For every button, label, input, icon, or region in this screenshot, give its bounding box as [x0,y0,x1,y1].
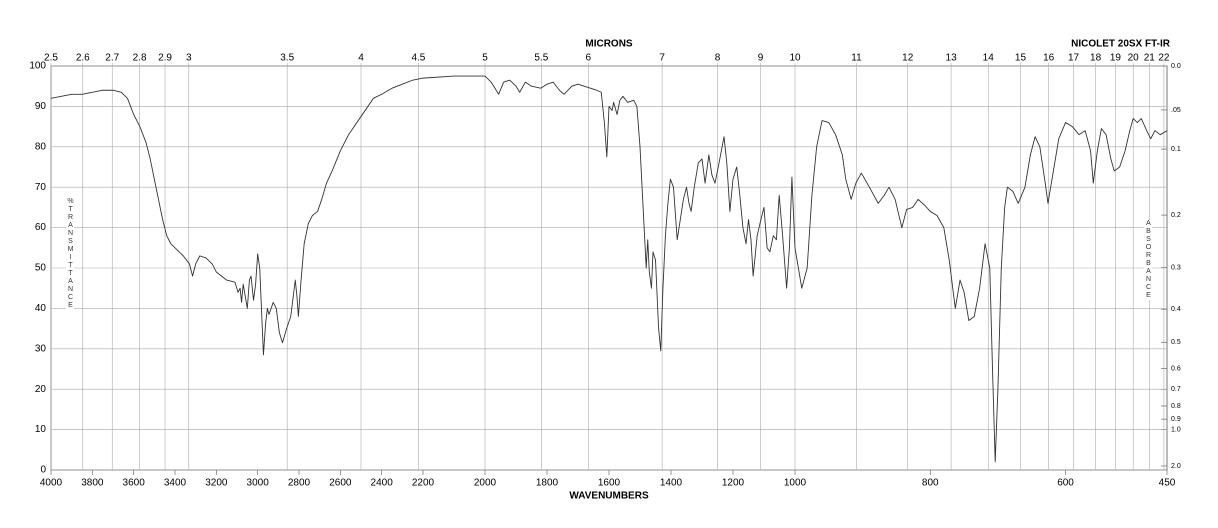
x2-tick-label: 16 [1043,53,1055,64]
x-tick-label: 1200 [722,478,745,489]
x2-tick-label: 21 [1144,53,1156,64]
x2-tick-label: 12 [902,53,914,64]
x-tick-label: 1000 [784,478,807,489]
x2-tick-label: 10 [789,53,801,64]
x-tick-label: 450 [1159,478,1176,489]
x2-tick-label: 3.5 [280,53,294,64]
x2-tick-label: 17 [1068,53,1080,64]
x-tick-label: 800 [922,478,939,489]
x2-tick-label: 19 [1110,53,1122,64]
x-tick-label: 1600 [598,478,621,489]
x-tick-label: 3400 [164,478,187,489]
x2-tick-label: 22 [1158,53,1170,64]
y2-tick-label: 0.4 [1171,306,1181,313]
x2-tick-label: 9 [758,53,764,64]
y-tick-label: 90 [35,101,47,112]
y2-tick-label: 0.1 [1171,146,1181,153]
x-tick-label: 2600 [329,478,352,489]
x2-tick-label: 2.5 [44,53,58,64]
y2-axis-title: ABSORBANCE [1144,220,1152,300]
y-tick-label: 30 [35,343,47,354]
y2-tick-label: 1.0 [1171,426,1181,433]
x2-tick-label: 18 [1090,53,1102,64]
x-tick-label: 1400 [660,478,683,489]
x-tick-label: 3200 [205,478,228,489]
x-axis-title: WAVENUMBERS [569,491,649,502]
y-tick-label: 70 [35,182,47,193]
y-tick-label: 50 [35,263,47,274]
y-axis-title: %TRANSMITTANCE [66,198,74,310]
y-tick-label: 60 [35,222,47,233]
x2-tick-label: 8 [715,53,721,64]
x2-tick-label: 11 [851,53,862,64]
y2-tick-label: 0.0 [1171,63,1181,70]
x-tick-label: 4000 [40,478,63,489]
x-tick-label: 3000 [247,478,270,489]
x-tick-label: 1800 [536,478,559,489]
y2-tick-label: 0.8 [1171,403,1181,410]
x2-tick-label: 3 [186,53,192,64]
y2-tick-label: 0.9 [1171,416,1181,423]
y-tick-label: 20 [35,384,47,395]
x2-tick-label: 5 [482,53,488,64]
y-tick-label: 100 [29,61,46,72]
y-tick-label: 10 [35,424,47,435]
x-tick-label: 2400 [371,478,394,489]
x-tick-label: 2000 [474,478,497,489]
x2-tick-label: 20 [1128,53,1140,64]
x2-tick-label: 4 [358,53,364,64]
x-tick-label: 3800 [81,478,104,489]
y-tick-label: 0 [40,465,46,476]
y2-tick-label: 0.6 [1171,365,1181,372]
y2-tick-label: 2.0 [1171,463,1181,470]
x-tick-label: 600 [1057,478,1074,489]
spectrum-line [50,75,1168,463]
x2-tick-label: 15 [1015,53,1027,64]
x-tick-label: 2200 [412,478,435,489]
y2-tick-label: 0.3 [1171,264,1181,271]
x2-tick-label: 13 [946,53,958,64]
y2-tick-label: 0.7 [1171,386,1181,393]
x2-tick-label: 4.5 [411,53,425,64]
x2-tick-label: 2.8 [133,53,147,64]
x-tick-label: 3600 [123,478,146,489]
x2-tick-label: 6 [586,53,592,64]
x2-tick-label: 7 [659,53,665,64]
x2-axis-title: MICRONS [585,39,633,50]
y-tick-label: 40 [35,303,47,314]
x2-tick-label: 2.6 [76,53,90,64]
y2-tick-label: .05 [1171,107,1181,114]
x2-tick-label: 2.7 [105,53,119,64]
x2-tick-label: 2.9 [158,53,172,64]
x2-tick-label: 5.5 [534,53,548,64]
x2-tick-label: 14 [983,53,995,64]
chart-title: NICOLET 20SX FT-IR [1071,39,1171,50]
x-tick-label: 2800 [288,478,311,489]
y-tick-label: 80 [35,141,47,152]
y2-tick-label: 0.5 [1171,339,1181,346]
y2-tick-label: 0.2 [1171,212,1181,219]
